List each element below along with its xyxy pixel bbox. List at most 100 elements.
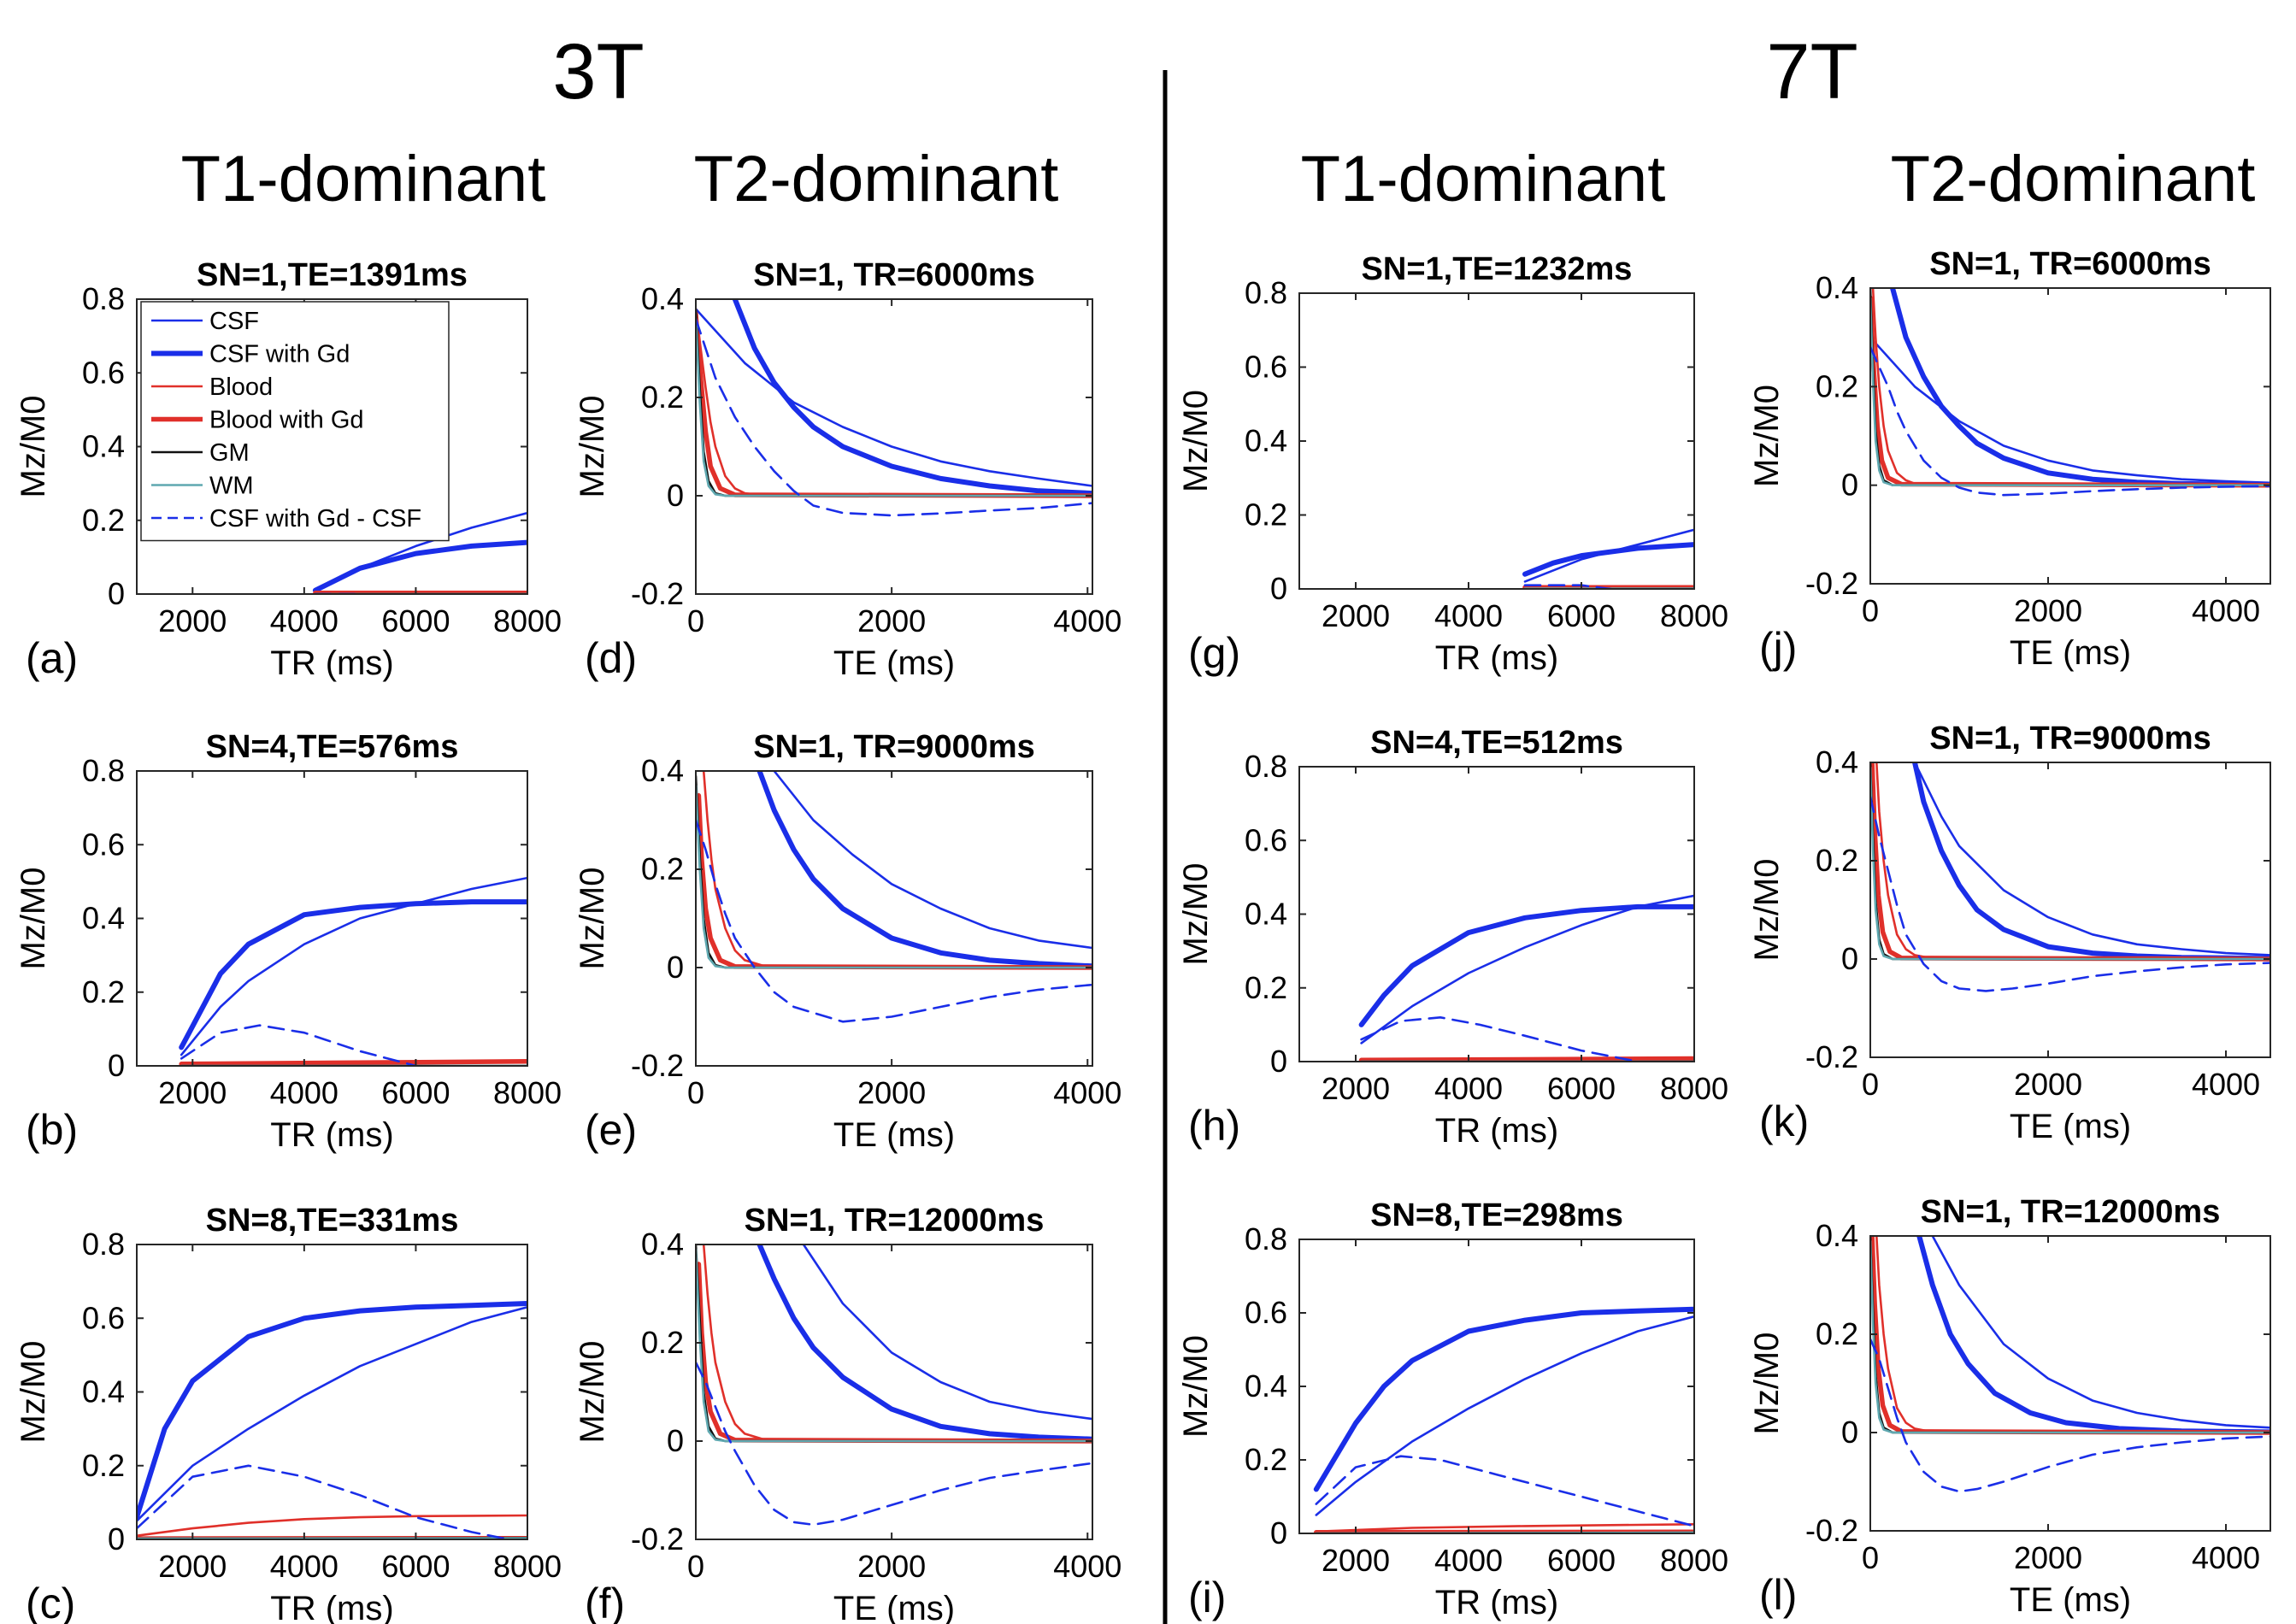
- y-tick-label: 0.2: [82, 974, 125, 1009]
- column-heading-7t-t1: T1-dominant: [1301, 143, 1666, 215]
- series-group: [1522, 528, 1694, 589]
- series-line-csf-with-gd: [1912, 762, 2270, 962]
- panels-group: 2000 4000 6000 8000 0 0.2 0.4 0.6 0.8 SN=1,TE=139…: [15, 246, 2271, 1624]
- y-tick-label: -0.2: [1805, 1513, 1858, 1548]
- x-tick-label: 6000: [381, 1075, 450, 1110]
- x-tick-label: 8000: [1660, 1071, 1728, 1106]
- y-axis-label: Mz/M0: [1748, 859, 1786, 962]
- axes-box: [1298, 766, 1695, 1062]
- series-group: [1870, 1236, 2270, 1493]
- chart-title: SN=1, TR=12000ms: [745, 1203, 1045, 1239]
- series-line-csf-with-gd: [312, 539, 527, 593]
- series-group: [1358, 894, 1694, 1062]
- y-tick-label: 0.2: [641, 1325, 684, 1360]
- y-tick-label: 0: [108, 1521, 125, 1556]
- y-tick-label: 0.2: [82, 503, 125, 538]
- chart-title: SN=4,TE=512ms: [1370, 725, 1623, 761]
- chart-title: SN=8,TE=298ms: [1370, 1197, 1623, 1233]
- x-axis-label: TR (ms): [270, 644, 393, 682]
- series-group: [179, 876, 527, 1066]
- x-tick-label: 0: [687, 603, 704, 638]
- series-line-csf-with-gd: [757, 1244, 1092, 1442]
- y-tick-label: 0.4: [1245, 423, 1287, 458]
- series-line-csf-with-gd: [179, 899, 527, 1050]
- x-tick-label: 2000: [1322, 1071, 1390, 1106]
- panel-label: (h): [1188, 1102, 1240, 1150]
- y-tick-label: 0.2: [82, 1448, 125, 1483]
- y-tick-label: 0: [108, 1048, 125, 1083]
- series-line-blood: [1875, 1236, 2270, 1434]
- series-line-csf: [137, 1306, 527, 1522]
- x-tick-label: 4000: [270, 603, 339, 638]
- series-line-csf-with-gd: [137, 1301, 527, 1521]
- y-tick-label: 0.2: [1245, 970, 1287, 1005]
- legend-label-gm: GM: [209, 439, 250, 467]
- y-axis-label: Mz/M0: [1748, 385, 1786, 487]
- chart-title: SN=1, TR=9000ms: [1929, 721, 2211, 756]
- y-tick-label: -0.2: [1805, 566, 1858, 601]
- y-axis-label: Mz/M0: [574, 396, 611, 498]
- y-tick-label: 0: [1270, 1515, 1287, 1550]
- x-tick-label: 2000: [158, 1549, 227, 1584]
- series-line-csf-with-gd: [1890, 288, 2270, 488]
- y-tick-label: 0.4: [82, 1374, 125, 1409]
- x-axis-label: TE (ms): [833, 644, 955, 682]
- series-line-csf-with-gd: [757, 771, 1092, 969]
- series-line-csf-with-gd: [732, 299, 1092, 497]
- y-tick-label: 0: [1841, 1415, 1858, 1450]
- y-axis-label: Mz/M0: [15, 868, 52, 970]
- y-axis-label: Mz/M0: [1177, 390, 1215, 492]
- x-tick-label: 4000: [1434, 1071, 1503, 1106]
- column-heading-3t-t2: T2-dominant: [694, 143, 1059, 215]
- series-line-csf-with-gd-csf: [1360, 1016, 1647, 1062]
- axes-box: [695, 298, 1093, 595]
- x-tick-label: 2000: [857, 1549, 926, 1584]
- x-tick-label: 6000: [381, 1549, 450, 1584]
- chart-title: SN=1, TR=6000ms: [753, 257, 1035, 293]
- x-tick-label: 2000: [2014, 1540, 2082, 1575]
- x-tick-label: 6000: [1547, 598, 1616, 633]
- y-tick-label: 0.8: [1245, 275, 1287, 310]
- x-axis-label: TR (ms): [1435, 639, 1558, 677]
- y-tick-label: 0: [667, 950, 684, 985]
- y-tick-label: 0.4: [1245, 1368, 1287, 1403]
- x-tick-label: 4000: [1434, 1543, 1503, 1578]
- panel-label: (j): [1759, 624, 1797, 672]
- series-line-csf: [802, 1244, 1092, 1421]
- chart-title: SN=8,TE=331ms: [206, 1203, 459, 1239]
- x-axis-label: TR (ms): [1435, 1112, 1558, 1150]
- x-axis-label: TE (ms): [2010, 1581, 2131, 1619]
- y-tick-label: 0: [1841, 941, 1858, 976]
- header-7t: 7T: [1766, 28, 1857, 115]
- x-tick-label: 4000: [1053, 603, 1122, 638]
- y-tick-label: 0.2: [1245, 1442, 1287, 1477]
- legend-label-diff: CSF with Gd - CSF: [209, 505, 421, 533]
- series-line-csf: [696, 308, 1092, 487]
- axes-box: [1869, 287, 2271, 585]
- y-tick-label: 0.8: [82, 753, 125, 788]
- series-line-blood-with-gd: [1870, 1236, 2270, 1435]
- chart-panel-b: 2000 4000 6000 8000 0 0.2 0.4 0.6 0.8 SN=4,TE=576…: [15, 729, 562, 1154]
- y-axis-label: Mz/M0: [15, 1341, 52, 1444]
- chart-title: SN=1,TE=1391ms: [197, 257, 468, 293]
- y-tick-label: 0.4: [1816, 744, 1858, 780]
- x-tick-label: 2000: [857, 603, 926, 638]
- x-tick-label: 0: [1862, 1067, 1879, 1102]
- x-tick-label: 6000: [381, 603, 450, 638]
- x-tick-label: 0: [687, 1075, 704, 1110]
- x-tick-label: 8000: [493, 603, 562, 638]
- series-line-blood: [702, 1244, 1092, 1443]
- x-axis-label: TR (ms): [270, 1590, 393, 1624]
- panel-label: (a): [26, 634, 78, 682]
- x-tick-label: 2000: [158, 603, 227, 638]
- series-line-csf: [1315, 1315, 1694, 1516]
- series-line-csf: [1523, 528, 1694, 583]
- axes-box: [1869, 1235, 2271, 1532]
- panel-label: (b): [26, 1106, 78, 1154]
- y-tick-label: 0.2: [641, 851, 684, 886]
- y-tick-label: 0.2: [1816, 368, 1858, 403]
- series-group: [696, 1244, 1092, 1527]
